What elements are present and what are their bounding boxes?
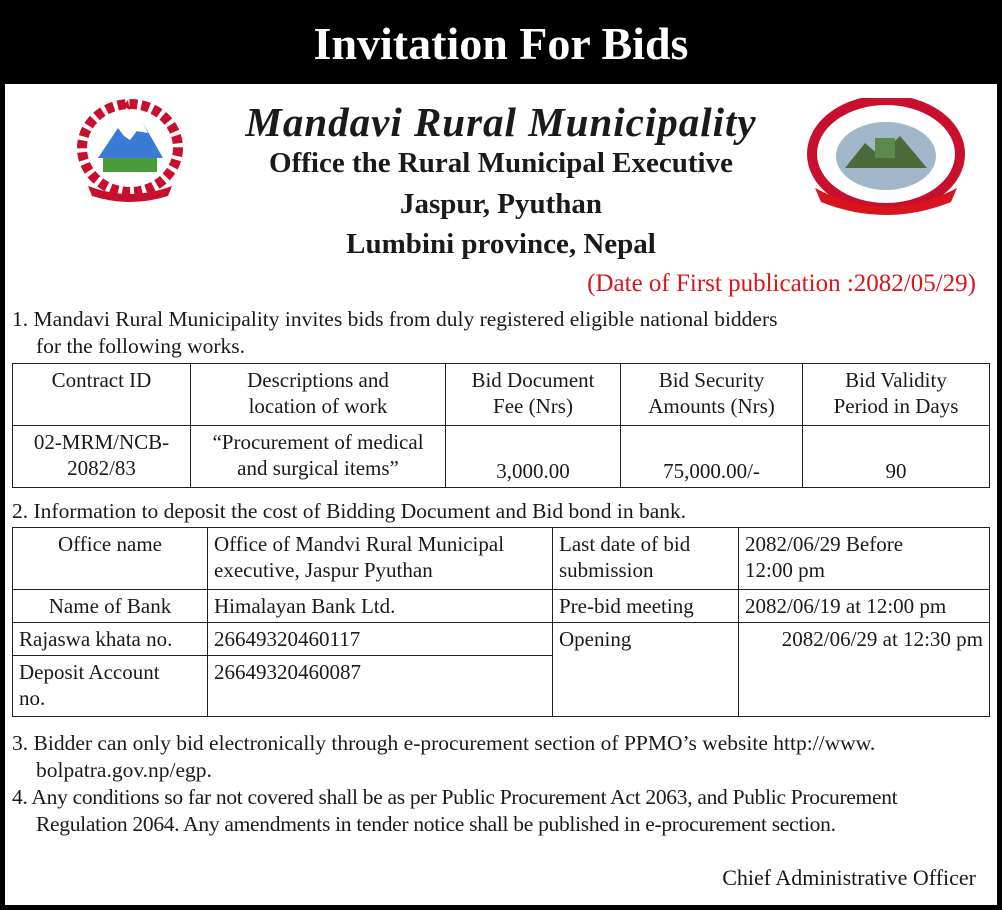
office-label: Office name (12, 527, 208, 590)
notice-title: Invitation For Bids (0, 0, 1002, 84)
opening-value: 2082/06/29 at 12:30 pm (738, 622, 990, 717)
security-cell: 75,000.00/- (620, 425, 803, 488)
deposit-value: 26649320460087 (207, 655, 553, 717)
last-date-label: Last date of bid submission (552, 527, 739, 590)
office-value: Office of Mandvi Rural Municipal executiv… (207, 527, 553, 590)
table-row: Deposit Account no. 26649320460087 (12, 655, 990, 717)
prebid-label: Pre-bid meeting (552, 589, 739, 623)
bank-label: Name of Bank (12, 589, 208, 623)
table-header-row: Contract ID Descriptions and location of … (12, 363, 990, 426)
paragraph-3-line-2: bolpatra.gov.np/egp. (36, 758, 212, 782)
municipality-seal-logo (807, 98, 965, 215)
header-fee: Bid Document Fee (Nrs) (445, 363, 621, 426)
fee-cell: 3,000.00 (445, 425, 621, 488)
header-contract-id: Contract ID (12, 363, 191, 426)
deposit-label: Deposit Account no. (12, 655, 208, 717)
works-table: Contract ID Descriptions and location of … (12, 363, 990, 488)
location: Jaspur, Pyuthan (399, 188, 602, 220)
table-row: 02-MRM/NCB- 2082/83 “Procurement of medic… (12, 425, 990, 488)
publication-date: (Date of First publication :2082/05/29) (587, 270, 976, 297)
rajaswa-value: 26649320460117 (207, 622, 553, 656)
office-name: Office the Rural Municipal Executive (269, 147, 733, 179)
paragraph-4-line-1: 4. Any conditions so far not covered sha… (12, 785, 898, 809)
paragraph-3-line-1: 3. Bidder can only bid electronically th… (12, 731, 876, 755)
bank-value: Himalayan Bank Ltd. (207, 589, 553, 623)
last-date-value: 2082/06/29 Before 12:00 pm (738, 527, 990, 590)
validity-cell: 90 (802, 425, 990, 488)
bank-table: Office name Office of Mandvi Rural Munic… (12, 527, 990, 717)
paragraph-4: 4. Any conditions so far not covered sha… (12, 784, 987, 838)
table-row: Office name Office of Mandvi Rural Munic… (12, 527, 990, 590)
header-validity: Bid Validity Period in Days (802, 363, 990, 426)
signature: Chief Administrative Officer (722, 865, 976, 890)
header-security: Bid Security Amounts (Nrs) (620, 363, 803, 426)
table-row: Name of Bank Himalayan Bank Ltd. Pre-bid… (12, 589, 990, 623)
province: Lumbini province, Nepal (346, 228, 656, 260)
paragraph-4-line-2: Regulation 2064. Any amendments in tende… (36, 812, 836, 836)
paragraph-2: 2. Information to deposit the cost of Bi… (12, 499, 687, 523)
paragraph-1: 1. Mandavi Rural Municipality invites bi… (12, 306, 987, 360)
prebid-value: 2082/06/19 at 12:00 pm (738, 589, 990, 623)
header-description: Descriptions and location of work (190, 363, 446, 426)
rajaswa-label: Rajaswa khata no. (12, 622, 208, 656)
municipality-name: Mandavi Rural Municipality (245, 99, 757, 145)
contract-id-cell: 02-MRM/NCB- 2082/83 (12, 425, 191, 488)
table-row: Rajaswa khata no. 26649320460117 Opening… (12, 622, 990, 717)
nepal-emblem-logo (77, 99, 183, 202)
paragraph-3: 3. Bidder can only bid electronically th… (12, 730, 987, 784)
paragraph-1-line-2: for the following works. (36, 334, 245, 358)
paragraph-1-line-1: 1. Mandavi Rural Municipality invites bi… (12, 307, 778, 331)
opening-label: Opening (552, 622, 739, 717)
description-cell: “Procurement of medical and surgical item… (190, 425, 446, 488)
